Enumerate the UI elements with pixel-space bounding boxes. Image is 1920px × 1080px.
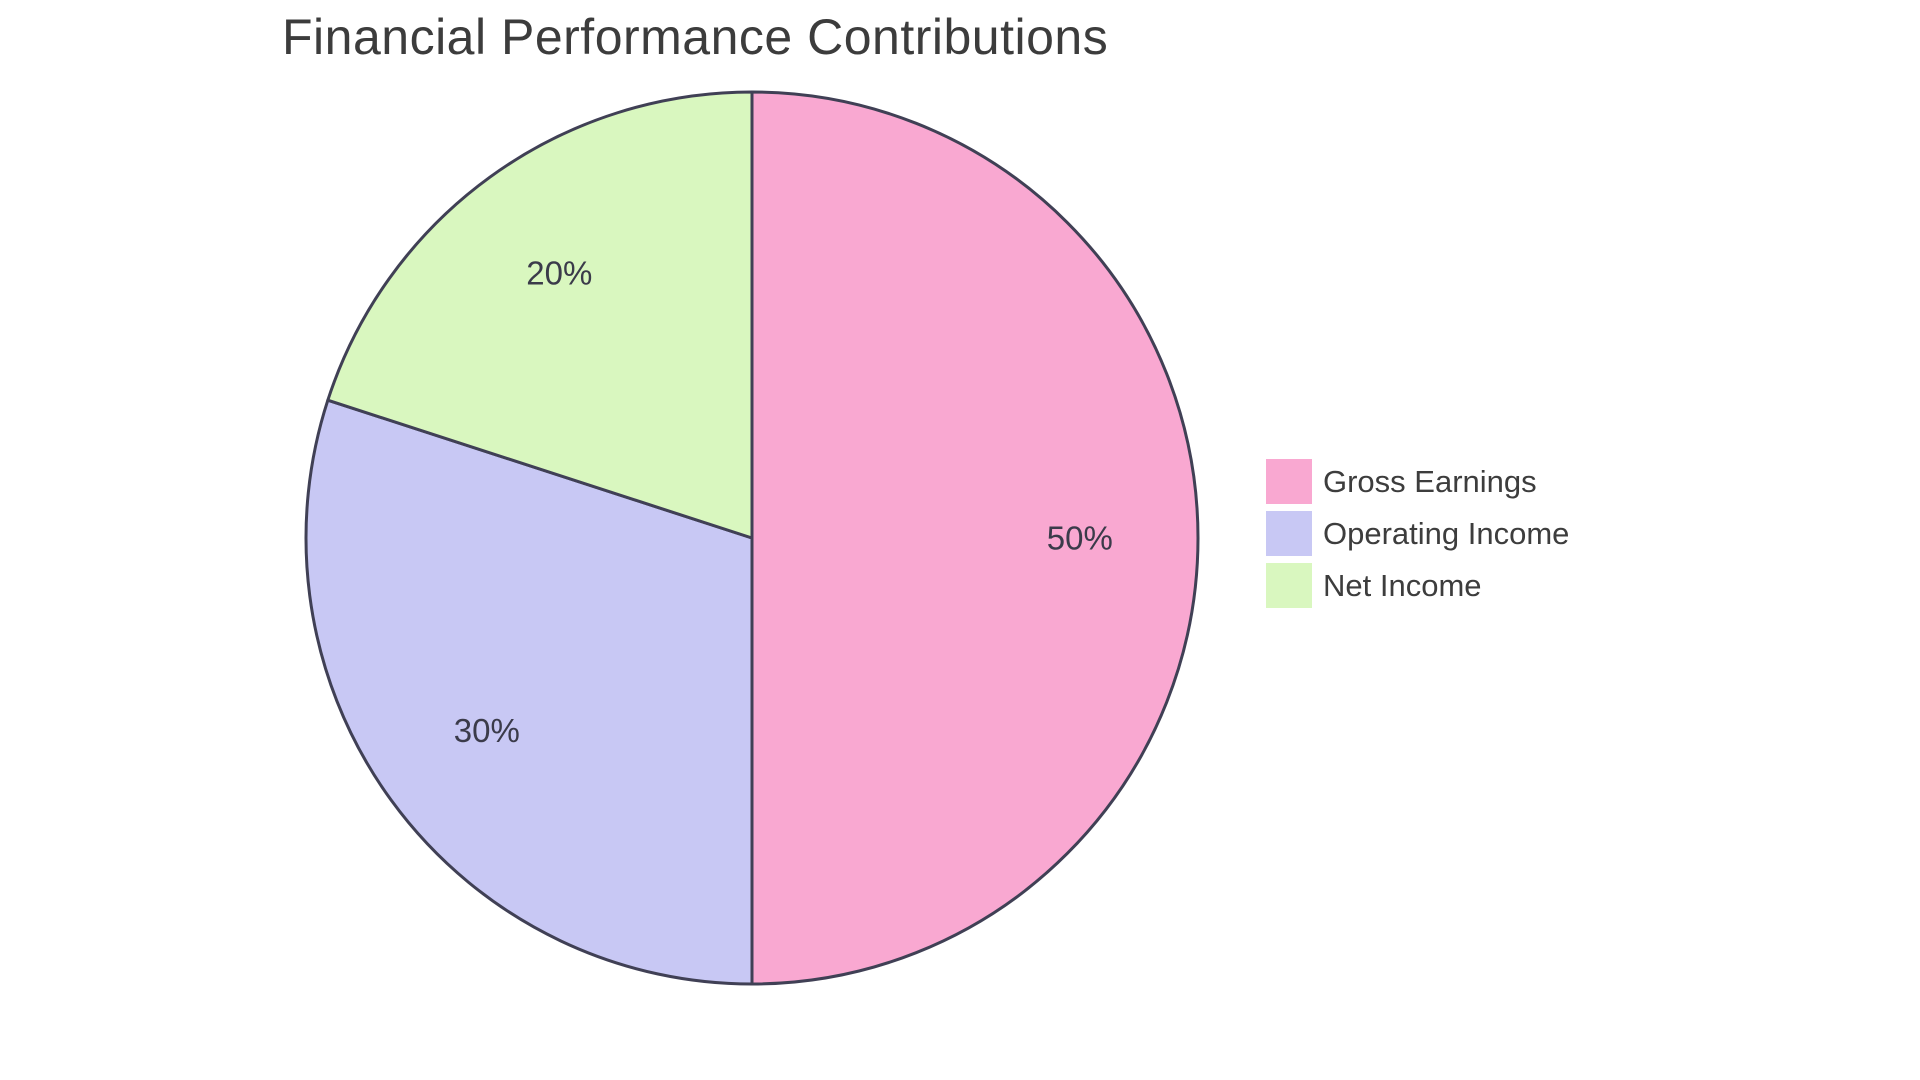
- pie-slice-percent-label-net-income: 20%: [526, 254, 592, 291]
- legend-item: Net Income: [1266, 563, 1569, 608]
- pie-slice-operating-income: [304, 398, 754, 986]
- pie-slice-net-income: [326, 90, 754, 540]
- pie-slice-gross-earnings: [750, 90, 1200, 986]
- pie-chart: 50% 30% 20%: [304, 90, 1200, 986]
- legend-item: Gross Earnings: [1266, 459, 1569, 504]
- legend-swatch-net-income: [1266, 563, 1312, 608]
- legend: Gross Earnings Operating Income Net Inco…: [1266, 459, 1569, 608]
- legend-swatch-gross-earnings: [1266, 459, 1312, 504]
- pie-slice-percent-label-gross-earnings: 50%: [1047, 520, 1113, 557]
- legend-label-gross-earnings: Gross Earnings: [1323, 463, 1537, 499]
- legend-item: Operating Income: [1266, 511, 1569, 556]
- legend-label-net-income: Net Income: [1323, 567, 1482, 603]
- pie-slice-percent-label-operating-income: 30%: [454, 712, 520, 749]
- chart-title: Financial Performance Contributions: [282, 9, 1109, 65]
- legend-label-operating-income: Operating Income: [1323, 515, 1570, 551]
- legend-swatch-operating-income: [1266, 511, 1312, 556]
